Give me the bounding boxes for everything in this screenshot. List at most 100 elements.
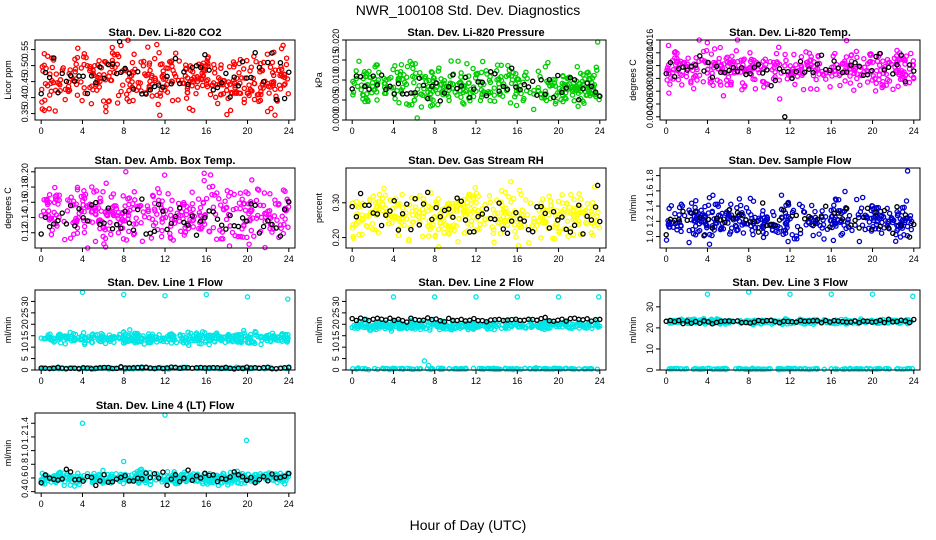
data-point-baseline <box>576 366 582 372</box>
data-point-main <box>131 51 137 58</box>
data-point-main <box>577 322 583 329</box>
data-point-main <box>503 205 509 212</box>
data-point-hourly <box>404 319 410 325</box>
data-point-main <box>230 206 237 213</box>
data-point-main <box>282 331 289 338</box>
data-point-main <box>576 219 582 225</box>
data-point-hourly <box>395 227 402 233</box>
data-point-main <box>491 98 498 104</box>
data-point-hourly <box>852 217 858 224</box>
data-point-main <box>876 77 882 83</box>
data-point-main <box>859 194 866 201</box>
outlier-point <box>244 294 251 300</box>
data-point-main <box>512 228 518 235</box>
data-point-main <box>595 209 601 216</box>
data-point-main <box>75 45 81 51</box>
data-point-hourly <box>911 68 917 74</box>
data-point-main <box>563 96 569 102</box>
data-point-main <box>520 97 526 104</box>
data-point-hourly <box>118 69 124 76</box>
data-point-hourly <box>130 86 137 92</box>
outlier-point <box>745 289 752 295</box>
data-point-main <box>418 104 425 110</box>
data-point-main <box>481 89 487 95</box>
data-point-hourly <box>810 222 816 229</box>
data-point-main <box>164 468 171 475</box>
data-point-main <box>283 61 290 68</box>
data-point-main <box>363 213 370 219</box>
data-point-main <box>161 172 168 178</box>
data-point-main <box>350 78 356 85</box>
data-point-main <box>496 91 503 98</box>
data-point-main <box>115 92 122 99</box>
data-point-main <box>851 87 857 93</box>
data-point-hourly <box>441 90 448 96</box>
data-point-main <box>49 227 56 233</box>
data-point-hourly <box>160 84 166 91</box>
x-tick-label: 24 <box>284 254 294 264</box>
data-point-main <box>545 59 551 66</box>
y-axis-label: percent <box>314 192 324 223</box>
outlier-point <box>41 107 48 114</box>
x-tick-label: 4 <box>80 126 85 136</box>
x-tick-label: 16 <box>826 376 836 386</box>
data-point-main <box>431 75 437 81</box>
data-point-baseline <box>463 366 469 372</box>
data-point-main <box>251 233 257 239</box>
data-point-main <box>869 203 876 209</box>
data-point-main <box>433 199 439 205</box>
y-axis-label: ml/min <box>314 317 324 344</box>
data-point-main <box>905 317 912 323</box>
data-point-main <box>484 321 490 327</box>
data-point-main <box>894 47 900 54</box>
data-point-main <box>865 225 872 232</box>
data-point-main <box>283 55 290 61</box>
y-tick-label: 0 <box>645 367 655 372</box>
figure-title: NWR_100108 Std. Dev. Diagnostics <box>355 2 581 18</box>
y-tick-label: 1.8 <box>645 169 655 182</box>
data-point-hourly <box>176 80 183 87</box>
data-point-main <box>849 227 855 234</box>
data-point-main <box>275 67 282 74</box>
data-point-baseline <box>509 366 516 372</box>
data-point-main <box>868 215 875 222</box>
data-point-main <box>278 336 285 343</box>
data-point-hourly <box>273 96 279 103</box>
y-tick-label: 0.020 <box>331 29 341 52</box>
data-point-main <box>38 86 45 93</box>
data-point-main <box>399 205 406 211</box>
data-point-hourly <box>684 67 690 73</box>
data-point-baseline <box>841 366 848 373</box>
data-point-baseline <box>759 366 765 373</box>
data-point-main <box>140 63 147 69</box>
data-point-main <box>79 97 85 104</box>
data-point-main <box>538 322 544 329</box>
data-point-main <box>409 101 415 108</box>
data-point-main <box>761 214 768 221</box>
data-point-main <box>351 322 357 329</box>
data-point-hourly <box>122 65 128 72</box>
data-point-main <box>790 68 796 75</box>
data-point-hourly <box>420 82 427 89</box>
data-point-main <box>796 201 803 208</box>
data-point-main <box>220 470 226 477</box>
data-point-main <box>726 60 733 66</box>
x-tick-label: 24 <box>909 376 919 386</box>
data-point-main <box>169 197 175 204</box>
data-point-main <box>241 330 247 336</box>
data-point-main <box>267 225 273 232</box>
data-point-hourly <box>483 206 490 212</box>
data-point-main <box>423 78 430 85</box>
data-point-main <box>157 90 163 96</box>
data-point-main <box>218 65 224 72</box>
data-point-main <box>242 207 249 213</box>
data-point-hourly <box>559 214 565 220</box>
data-point-hourly <box>873 209 879 216</box>
data-point-main <box>552 213 559 219</box>
data-point-hourly <box>542 314 548 321</box>
data-point-main <box>194 84 201 91</box>
data-point-main <box>246 92 252 99</box>
data-point-main <box>236 70 242 76</box>
data-point-baseline <box>895 365 901 372</box>
